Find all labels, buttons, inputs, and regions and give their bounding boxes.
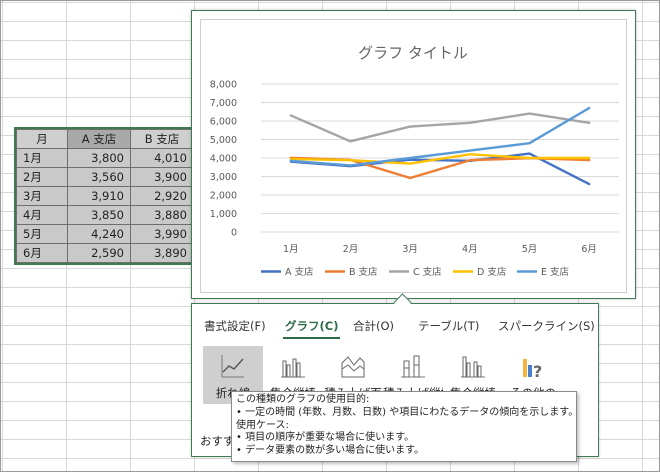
y-tick-label: 2,000 (210, 191, 237, 202)
y-tick-label: 1,000 (210, 209, 237, 220)
header-month[interactable]: 月 (16, 129, 68, 149)
tab-formatting[interactable]: 書式設定(F) (204, 319, 266, 333)
cell-month[interactable]: 4月 (16, 205, 68, 225)
clustered-column-2-icon (461, 356, 485, 378)
header-b-branch[interactable]: B 支店 (130, 129, 194, 149)
header-a-branch[interactable]: A 支店 (67, 129, 131, 149)
x-tick-label: 6月 (581, 244, 597, 255)
tab-charts[interactable]: グラフ(C) (282, 319, 341, 339)
data-table[interactable]: 月 A 支店 B 支店 1月 3,800 4,010 2月 3,560 3,90… (14, 127, 196, 265)
cell-a[interactable]: 3,800 (67, 148, 131, 168)
y-tick-label: 0 (231, 228, 237, 239)
clustered-column-icon (281, 358, 305, 378)
cell-month[interactable]: 1月 (16, 148, 68, 168)
y-tick-label: 3,000 (210, 172, 237, 183)
cell-a[interactable]: 2,590 (67, 243, 131, 263)
cell-month[interactable]: 3月 (16, 186, 68, 206)
cell-a[interactable]: 3,850 (67, 205, 131, 225)
tooltip-line: 使用ケース: (236, 419, 289, 431)
table-row: 5月 4,240 3,990 (16, 224, 194, 244)
tab-totals[interactable]: 合計(O) (353, 319, 395, 333)
cell-month[interactable]: 2月 (16, 167, 68, 187)
tooltip-line: この種類のグラフの使用目的: (236, 394, 370, 405)
stacked-column-icon (401, 355, 425, 378)
cell-a[interactable]: 3,910 (67, 186, 131, 206)
chart-preview: グラフ タイトル 0 1,000 2,000 3,000 4,000 5,000 6,000 7… (191, 10, 636, 299)
y-tick-label: 7,000 (210, 98, 237, 109)
series-line-3 (289, 112, 591, 143)
cell-b[interactable]: 3,990 (130, 224, 194, 244)
series-line-5 (289, 106, 591, 167)
cell-month[interactable]: 6月 (16, 243, 68, 263)
table-row: 6月 2,590 3,890 (16, 243, 194, 263)
x-tick-label: 5月 (522, 244, 538, 255)
series-line-4 (289, 153, 591, 165)
line-chart: グラフ タイトル 0 1,000 2,000 3,000 4,000 5,000 6,000 7… (210, 44, 619, 278)
table-header-row: 月 A 支店 B 支店 (16, 129, 194, 149)
svg-text:?: ? (533, 362, 542, 381)
quick-analysis-tabs: 書式設定(F) グラフ(C) 合計(O) テーブル(T) スパークライン(S) (192, 318, 598, 339)
cell-b[interactable]: 3,890 (130, 243, 194, 263)
cell-month[interactable]: 5月 (16, 224, 68, 244)
table-row: 2月 3,560 3,900 (16, 167, 194, 187)
cell-b[interactable]: 3,880 (130, 205, 194, 225)
table-row: 3月 3,910 2,920 (16, 186, 194, 206)
x-tick-label: 4月 (462, 244, 478, 255)
tooltip-line: • 一定の時間 (年数、月数、日数) や項目にわたるデータの傾向を示します。 (236, 406, 579, 418)
tooltip-line: • 項目の順序が重要な場合に使います。 (236, 432, 415, 444)
legend-label: D 支店 (477, 266, 506, 278)
chart-area: グラフ タイトル 0 1,000 2,000 3,000 4,000 5,000 6,000 7… (200, 19, 627, 293)
chart-title: グラフ タイトル (358, 44, 468, 62)
legend-label: E 支店 (541, 266, 569, 278)
x-tick-label: 1月 (283, 244, 299, 255)
y-tick-label: 4,000 (210, 154, 237, 165)
legend-label: A 支店 (285, 266, 314, 278)
stacked-area-icon (341, 356, 365, 378)
cell-b[interactable]: 4,010 (130, 148, 194, 168)
cell-a[interactable]: 4,240 (67, 224, 131, 244)
x-tick-label: 2月 (343, 244, 359, 255)
y-tick-label: 8,000 (210, 80, 237, 91)
legend-label: B 支店 (349, 266, 378, 278)
tab-sparklines[interactable]: スパークライン(S) (498, 319, 595, 333)
tab-tables[interactable]: テーブル(T) (418, 319, 480, 333)
cell-b[interactable]: 2,920 (130, 186, 194, 206)
y-tick-label: 6,000 (210, 117, 237, 128)
x-tick-label: 3月 (402, 244, 418, 255)
chart-type-tooltip: この種類のグラフの使用目的: • 一定の時間 (年数、月数、日数) や項目にわた… (231, 391, 579, 462)
cell-a[interactable]: 3,560 (67, 167, 131, 187)
more-charts-icon: ? (523, 359, 542, 381)
legend-label: C 支店 (413, 266, 442, 278)
tooltip-line: • データ要素の数が多い場合に使います。 (236, 445, 425, 457)
line-chart-icon (221, 355, 244, 378)
y-tick-label: 5,000 (210, 135, 237, 146)
table-row: 4月 3,850 3,880 (16, 205, 194, 225)
table-row: 1月 3,800 4,010 (16, 148, 194, 168)
cell-b[interactable]: 3,900 (130, 167, 194, 187)
